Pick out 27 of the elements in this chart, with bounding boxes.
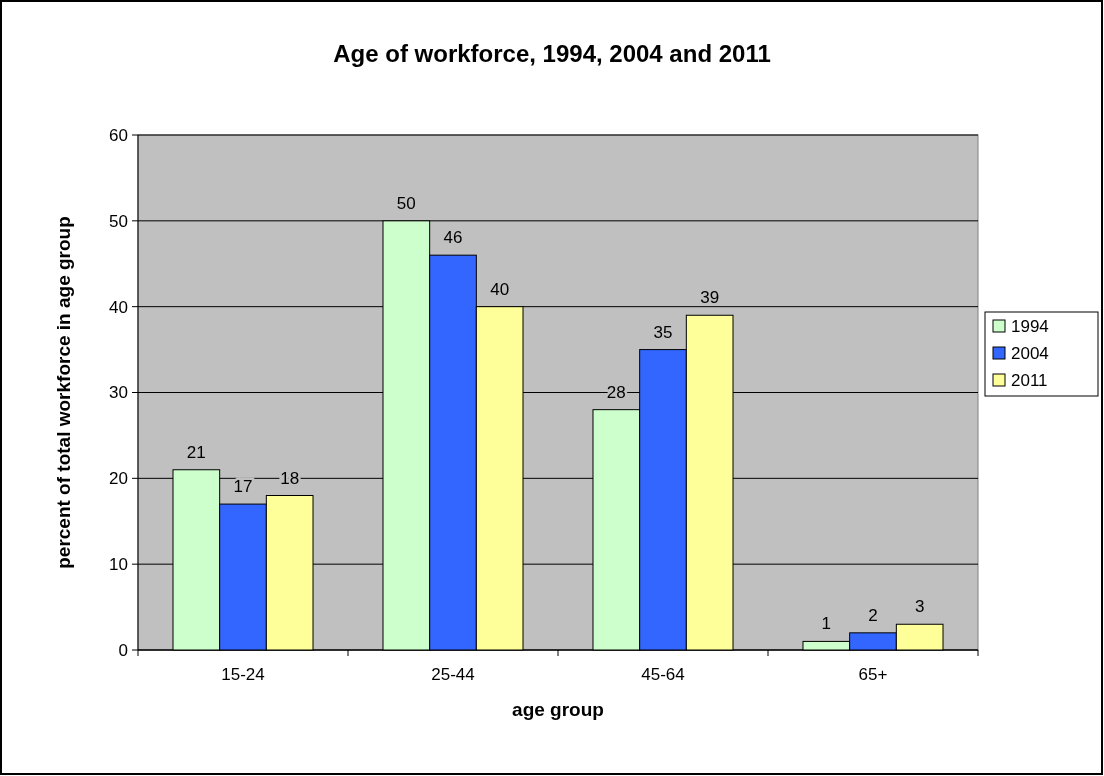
y-tick-label: 0 <box>118 640 128 660</box>
y-axis-title: percent of total workforce in age group <box>53 216 74 569</box>
data-label: 1 <box>821 614 832 634</box>
x-tick-label: 45-64 <box>641 665 685 684</box>
data-label: 21 <box>186 442 206 462</box>
data-label: 2 <box>868 605 878 625</box>
y-tick-label: 20 <box>109 469 128 489</box>
y-tick-label: 50 <box>109 211 128 231</box>
legend-label: 2004 <box>1011 343 1049 363</box>
data-label: 50 <box>396 193 416 213</box>
x-tick-label: 65+ <box>858 665 888 684</box>
data-label: 39 <box>700 288 720 308</box>
data-label: 46 <box>443 228 463 248</box>
legend-label: 1994 <box>1011 316 1049 336</box>
data-label: 3 <box>914 597 925 617</box>
x-axis-title: age group <box>512 699 604 720</box>
x-tick-label: 15-24 <box>221 665 265 684</box>
chart-title: Age of workforce, 1994, 2004 and 2011 <box>333 40 771 67</box>
y-tick-label: 40 <box>109 297 128 317</box>
legend-label: 2011 <box>1011 370 1048 390</box>
data-label: 40 <box>490 279 510 299</box>
data-label: 17 <box>233 477 253 497</box>
y-tick-label: 30 <box>109 383 128 403</box>
data-label: 35 <box>653 322 673 342</box>
y-tick-label: 10 <box>109 555 128 575</box>
y-tick-label: 60 <box>109 125 128 145</box>
x-tick-label: 25-44 <box>431 665 475 684</box>
